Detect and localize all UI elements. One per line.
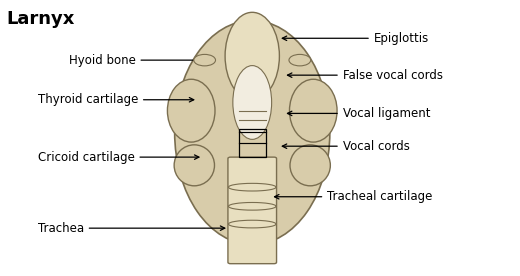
Text: Vocal ligament: Vocal ligament bbox=[288, 107, 430, 120]
Bar bbox=[239, 129, 266, 156]
Ellipse shape bbox=[167, 79, 215, 142]
Text: Trachea: Trachea bbox=[37, 222, 225, 235]
Ellipse shape bbox=[290, 145, 330, 186]
Text: Larnyx: Larnyx bbox=[7, 10, 75, 28]
Text: Hyoid bone: Hyoid bone bbox=[69, 54, 212, 67]
Text: Epiglottis: Epiglottis bbox=[282, 32, 429, 45]
Ellipse shape bbox=[289, 54, 310, 66]
Ellipse shape bbox=[175, 20, 330, 245]
Ellipse shape bbox=[233, 66, 271, 139]
Text: Cricoid cartilage: Cricoid cartilage bbox=[37, 151, 199, 164]
Text: Thyroid cartilage: Thyroid cartilage bbox=[37, 93, 194, 106]
Ellipse shape bbox=[290, 79, 337, 142]
Ellipse shape bbox=[225, 12, 279, 100]
Ellipse shape bbox=[174, 145, 214, 186]
Ellipse shape bbox=[194, 54, 215, 66]
Text: Vocal cords: Vocal cords bbox=[282, 140, 410, 153]
FancyBboxPatch shape bbox=[228, 157, 277, 264]
Text: Tracheal cartilage: Tracheal cartilage bbox=[275, 190, 433, 203]
Text: False vocal cords: False vocal cords bbox=[288, 69, 443, 82]
